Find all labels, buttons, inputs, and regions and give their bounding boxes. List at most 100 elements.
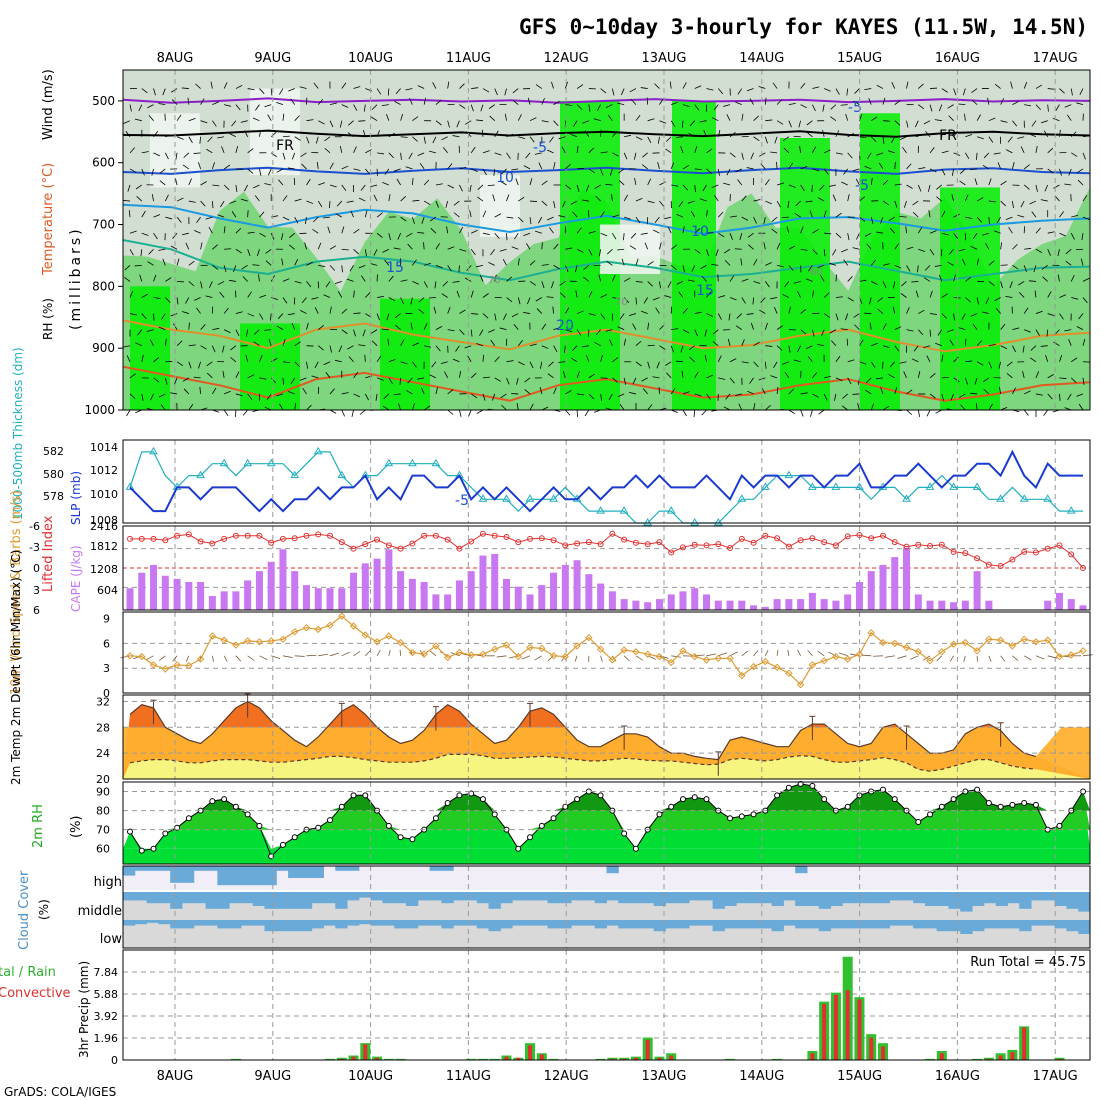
wind-barb <box>970 168 978 171</box>
wind-barb <box>141 168 145 176</box>
cape-bar <box>514 586 522 610</box>
wind-barb <box>583 276 590 282</box>
wind-barb <box>715 249 719 256</box>
wind-barb <box>694 393 702 397</box>
wind-barb <box>723 406 731 411</box>
wind-barb <box>894 387 898 395</box>
wind-barb <box>244 130 249 137</box>
cape-bar <box>467 571 475 610</box>
wind-barb <box>363 104 366 112</box>
cloud-bar <box>700 892 714 901</box>
wind-barb <box>135 184 142 190</box>
cloud-bar <box>158 866 171 871</box>
li-marker <box>468 538 475 545</box>
wind-barb <box>235 393 243 397</box>
cloud-bar <box>1042 892 1056 901</box>
wind-barb <box>1065 248 1072 255</box>
wind-barb <box>223 164 231 170</box>
wind-barb <box>976 361 984 366</box>
wind-barb <box>1043 409 1049 416</box>
wind-barb <box>847 152 853 159</box>
wind-barb <box>680 345 684 353</box>
wind-barb <box>753 199 761 202</box>
wind-barb <box>441 293 448 298</box>
wind-barb <box>158 326 166 331</box>
wind-barb <box>776 200 781 208</box>
cloud-bar <box>252 892 266 906</box>
wind-barb <box>329 162 334 170</box>
wind-barb <box>770 375 778 379</box>
rh-marker <box>138 847 145 854</box>
wind10m-marker <box>126 652 134 660</box>
wind-barb <box>761 387 766 395</box>
wind-barb <box>659 281 661 289</box>
wind-barb <box>158 393 166 398</box>
wind-barb <box>612 274 616 282</box>
wind-barb <box>1053 184 1060 189</box>
wind-barb <box>129 230 137 234</box>
thickness-marker <box>290 470 300 479</box>
wind-barb <box>267 114 272 121</box>
cloud-bar <box>429 920 442 926</box>
wind-barb <box>476 409 484 414</box>
cloud-low-label: low <box>100 932 123 947</box>
cape-bar <box>373 558 381 610</box>
wind-barb <box>210 81 213 89</box>
wind-barb <box>951 168 954 176</box>
precip-total-bar <box>925 1058 936 1060</box>
wind-barb <box>959 393 966 398</box>
cape-bar <box>950 602 958 610</box>
wind-barb <box>871 281 878 285</box>
wind-barb <box>675 360 684 363</box>
wind-barb <box>859 136 867 139</box>
wind-barb <box>1035 84 1043 89</box>
cape-bar <box>361 563 369 610</box>
wind-barb <box>608 393 613 401</box>
wind-barb <box>200 281 203 289</box>
wind-barb <box>423 200 431 206</box>
wind-barb <box>671 328 679 331</box>
thickness-marker <box>384 458 394 467</box>
wind-barb <box>841 181 848 186</box>
wind-barb <box>595 329 601 336</box>
wind-barb <box>376 130 380 137</box>
li-marker <box>562 542 569 549</box>
li-marker <box>538 535 545 542</box>
wind-barb <box>259 313 264 320</box>
wind-barb <box>482 88 490 93</box>
wind-barb <box>547 373 554 379</box>
wind-barb <box>764 97 767 105</box>
wind-barb <box>712 341 719 347</box>
wind-barb <box>588 104 591 112</box>
wind-barb <box>527 297 531 305</box>
wind-barb <box>1012 200 1014 209</box>
rh-contour-label: 70 <box>615 297 628 308</box>
wind-barb <box>877 308 884 314</box>
wind10m-marker <box>702 656 711 664</box>
wind-barb <box>1029 200 1037 205</box>
cloud-unit: (%) <box>37 899 51 920</box>
cloud-bar <box>854 892 867 904</box>
wind-barb <box>611 88 615 96</box>
wind-barb <box>812 86 820 89</box>
wind-barb <box>635 197 643 202</box>
wind-barb <box>523 232 531 236</box>
li-marker <box>691 541 698 548</box>
rh-marker <box>409 836 416 843</box>
cape-bar <box>714 600 722 610</box>
wind-barb <box>350 210 354 218</box>
wind-barb <box>1035 248 1043 254</box>
wind-barb <box>817 343 825 347</box>
wind-barb <box>258 274 260 282</box>
wind-barb <box>476 264 484 268</box>
wind-barb <box>364 210 368 218</box>
rh-marker <box>938 803 945 810</box>
cloud-bar <box>417 892 431 901</box>
wind-barb <box>165 134 173 138</box>
wind-barb <box>418 309 425 314</box>
wind-barb <box>600 168 604 176</box>
wind-barb <box>635 297 637 305</box>
wind-barb <box>588 231 596 234</box>
cape-bar <box>914 594 922 610</box>
wind-barb <box>221 146 225 153</box>
